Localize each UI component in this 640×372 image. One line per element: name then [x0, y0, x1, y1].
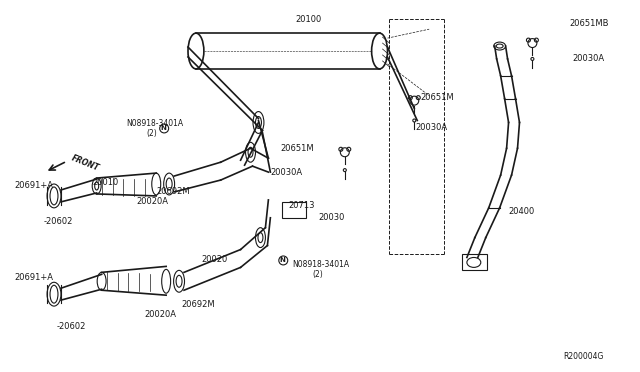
Text: 20030A: 20030A: [572, 54, 604, 64]
Text: 20030A: 20030A: [415, 123, 447, 132]
Text: 20010: 20010: [93, 177, 119, 186]
Bar: [282, 202, 306, 218]
Text: N08918-3401A: N08918-3401A: [127, 119, 184, 128]
Text: 20030A: 20030A: [270, 168, 303, 177]
Text: 20020A: 20020A: [145, 310, 177, 318]
Text: 20691+A: 20691+A: [14, 273, 53, 282]
Text: 20020: 20020: [201, 255, 227, 264]
Text: 20020A: 20020A: [136, 198, 168, 206]
Text: 20691+A: 20691+A: [14, 182, 53, 190]
Text: 20692M: 20692M: [181, 299, 214, 309]
Text: 20100: 20100: [295, 15, 321, 24]
Text: (2): (2): [147, 129, 157, 138]
Text: R200004G: R200004G: [563, 352, 604, 361]
Text: 20030: 20030: [318, 213, 344, 222]
Text: (2): (2): [312, 270, 323, 279]
Text: -20602: -20602: [44, 217, 74, 226]
Text: N: N: [161, 125, 166, 131]
Text: 20713: 20713: [288, 201, 315, 210]
Text: 20651M: 20651M: [420, 93, 454, 102]
Text: 20692M: 20692M: [156, 187, 190, 196]
Text: N08918-3401A: N08918-3401A: [292, 260, 349, 269]
Text: FRONT: FRONT: [70, 154, 100, 173]
Text: 20651M: 20651M: [280, 144, 314, 153]
Text: N: N: [280, 257, 285, 263]
Bar: [462, 254, 487, 270]
Text: 20400: 20400: [509, 207, 535, 216]
Text: 20651MB: 20651MB: [569, 19, 609, 28]
Text: -20602: -20602: [57, 323, 86, 331]
